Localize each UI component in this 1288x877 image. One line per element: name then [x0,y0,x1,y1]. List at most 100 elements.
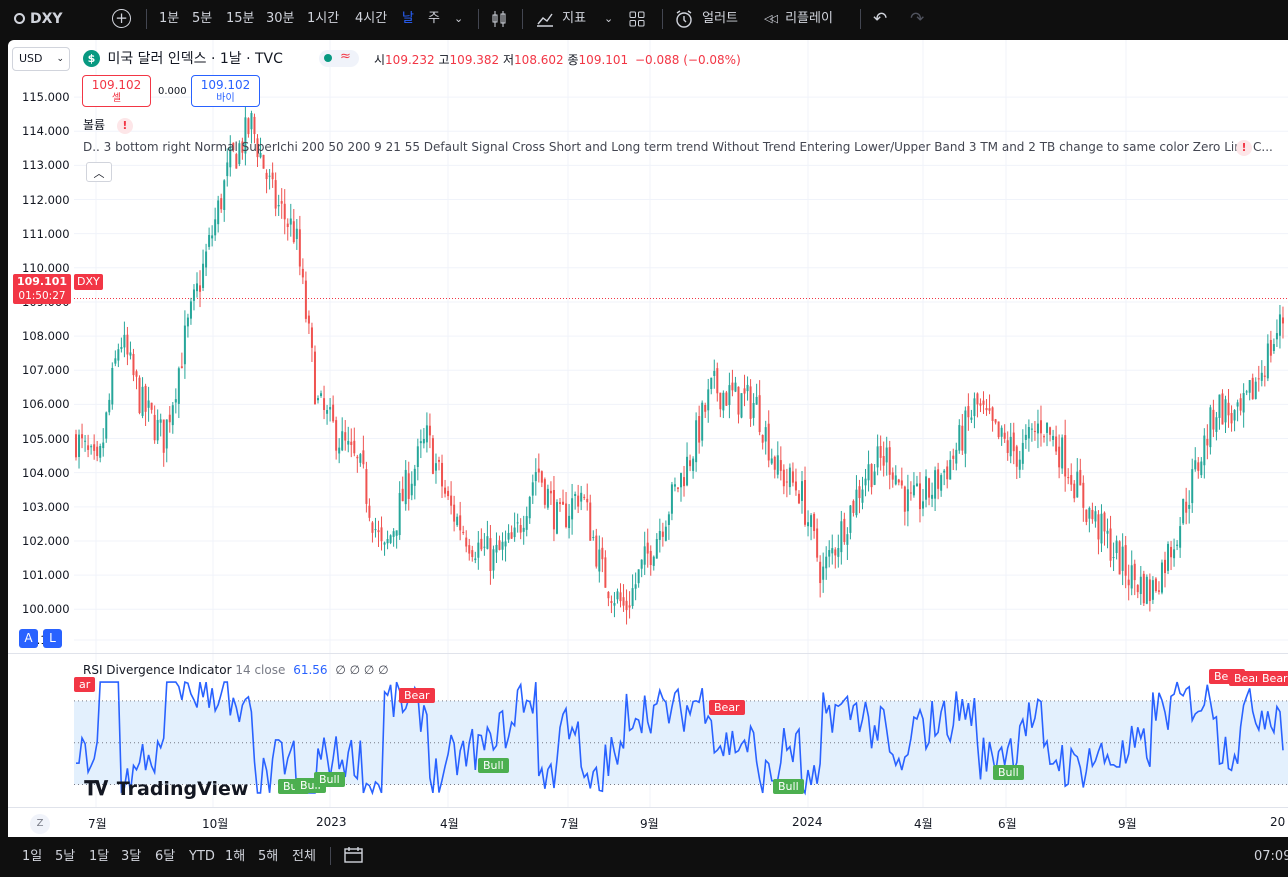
candle-body [689,460,692,467]
candle-body [1073,483,1076,499]
bull-signal-label: Bull [478,758,509,773]
tradingview-logo[interactable]: 𝐓𝐕 TradingView [84,776,248,800]
zoom-reset-button[interactable]: Z [30,814,50,834]
symbol-legend[interactable]: $ 미국 달러 인덱스 · 1날 · TVC [83,48,283,68]
calendar-icon [344,847,363,863]
candle-body [640,559,643,569]
range-all[interactable]: 전체 [292,849,316,864]
candle-body [186,317,189,327]
candle-body [368,505,371,518]
chevron-down-icon[interactable]: ⌄ [454,12,464,25]
range-1m[interactable]: 1달 [89,849,110,864]
candle-body [912,485,915,496]
candle-body [525,516,528,530]
close-value: 109.101 [578,53,629,67]
volume-legend[interactable]: 볼륨 ! [83,116,133,134]
candle-body [447,490,450,497]
range-3m[interactable]: 3달 [121,849,142,864]
clock-time[interactable]: 07:09 [1254,849,1288,864]
candle-body [162,419,165,453]
redo-icon[interactable]: ↷ [910,9,925,29]
candle-body [540,471,543,483]
market-status-badge[interactable]: ≈ [319,49,359,67]
candle-body [277,205,280,207]
change-value: −0.088 (−0.08%) [635,53,741,67]
candle-body [719,392,722,410]
collapse-legend-button[interactable]: ︿ [86,162,112,182]
price-tick: 110.000 [22,260,70,275]
range-ytd[interactable]: YTD [189,849,215,864]
sell-label: 셀 [111,93,122,104]
range-6m[interactable]: 6달 [155,849,176,864]
indicators-button[interactable]: 지표 [536,0,586,38]
tf-30m[interactable]: 30분 [266,11,295,26]
candle-body [1000,427,1003,437]
auto-scale-button[interactable]: A [19,629,38,648]
bear-signal-label: Bear [1229,671,1265,686]
candle-body [283,203,286,220]
candle-body [1191,469,1194,504]
candle-body [1046,422,1049,433]
candle-type-button[interactable] [490,0,508,38]
error-icon[interactable]: ! [1236,140,1252,156]
candle-body [1076,471,1079,498]
candle-body [761,434,764,443]
candle-body [828,550,831,557]
buy-button[interactable]: 109.102 바이 [191,75,260,107]
tf-1m[interactable]: 1분 [159,11,180,26]
alert-button[interactable]: 얼러트 [674,0,738,38]
candle-body [1230,412,1233,424]
undo-icon[interactable]: ↶ [873,9,888,29]
candle-body [610,601,613,604]
sell-button[interactable]: 109.102 셀 [82,75,151,107]
chevron-down-icon[interactable]: ⌄ [604,12,614,25]
candle-body [389,535,392,543]
tf-week[interactable]: 주 [428,11,440,26]
candle-body [885,447,888,463]
candle-body [1260,372,1263,381]
candle-body [338,447,341,454]
compare-button[interactable]: + [112,0,131,38]
range-5y[interactable]: 5해 [258,849,279,864]
candle-body [1027,427,1030,439]
layout-button[interactable] [628,0,646,38]
candle-body [471,550,474,558]
symbol-name: DXY [30,11,63,27]
candle-body [144,385,147,412]
tf-15m[interactable]: 15분 [226,11,255,26]
open-label: 시 [374,53,386,67]
range-1y[interactable]: 1해 [225,849,246,864]
candle-body [117,349,120,361]
rsi-legend[interactable]: RSI Divergence Indicator 14 close 61.56 … [83,663,389,677]
candle-body [955,449,958,464]
candle-body [386,539,389,544]
tf-4h[interactable]: 4시간 [355,11,388,26]
candle-body [495,544,498,553]
symbol-search[interactable]: DXY [14,0,63,38]
date-range-button[interactable] [344,837,363,869]
candle-body [114,358,117,364]
candle-body [453,504,456,522]
candle-body [622,597,625,606]
candle-body [220,198,223,210]
tf-5m[interactable]: 5분 [192,11,213,26]
replay-button[interactable]: ◁◁ 리플레이 [764,0,833,38]
candle-body [347,440,350,445]
candle-body [392,531,395,537]
candle-body [317,398,319,401]
tf-1h[interactable]: 1시간 [307,11,340,26]
range-1d[interactable]: 1일 [22,849,43,864]
tf-day[interactable]: 날 [402,11,414,26]
log-scale-button[interactable]: L [43,629,62,648]
candle-body [683,477,686,487]
candle-body [105,412,108,439]
candle-body [205,251,208,268]
chart-area[interactable]: USD ⌄ $ 미국 달러 인덱스 · 1날 · TVC ≈ 시109.232 고… [8,40,1288,837]
candle-body [398,492,401,536]
currency-select[interactable]: USD ⌄ [12,47,70,71]
error-icon[interactable]: ! [116,118,133,134]
range-5d[interactable]: 5날 [55,849,76,864]
candle-body [555,502,558,534]
pane-separator[interactable] [8,653,1288,654]
indicator-legend[interactable]: D.. 3 bottom right Normal SuperIchi 200 … [83,140,1273,154]
